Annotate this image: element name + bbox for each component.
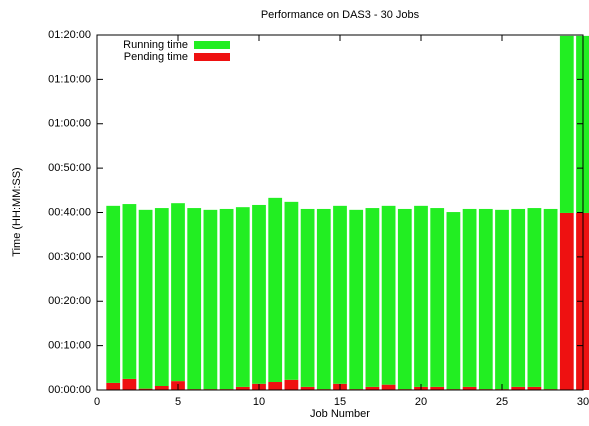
bar-segment — [300, 208, 315, 387]
bar-segment — [381, 205, 396, 385]
bar-segment — [106, 382, 121, 390]
x-tick-label: 15 — [334, 396, 346, 408]
bar-segment — [462, 386, 477, 390]
x-tick-label: 25 — [496, 396, 508, 408]
bar-segment — [527, 208, 542, 387]
bar-segment — [365, 386, 380, 390]
y-tick-label: 01:20:00 — [48, 29, 91, 41]
bar-segment — [397, 208, 412, 390]
y-tick-label: 00:00:00 — [48, 384, 91, 396]
bar-segment — [106, 205, 121, 383]
y-tick-label: 00:10:00 — [48, 340, 91, 352]
bar-segment — [414, 205, 428, 387]
y-tick-label: 00:50:00 — [48, 162, 91, 174]
bar-segment — [511, 208, 526, 387]
bar-segment — [349, 209, 364, 390]
bar-segment — [138, 209, 153, 389]
legend-swatch — [194, 53, 230, 61]
y-tick-label: 01:10:00 — [48, 73, 91, 85]
bar-segment — [365, 208, 380, 387]
bar-segment — [430, 386, 445, 390]
bar-segment — [462, 208, 477, 387]
bar-segment — [495, 209, 509, 390]
bar-segment — [511, 386, 526, 390]
bar-segment — [543, 208, 558, 390]
bar-segment — [122, 378, 137, 390]
legend-label: Pending time — [124, 51, 188, 63]
x-axis-label: Job Number — [310, 408, 370, 420]
bar-segment — [122, 204, 137, 379]
y-tick-label: 00:40:00 — [48, 206, 91, 218]
bar-segment — [235, 207, 250, 387]
bar-segment — [219, 208, 234, 390]
bar-segment — [559, 35, 574, 213]
bar-segment — [154, 386, 169, 390]
bar-segment — [316, 208, 331, 390]
y-tick-label: 00:20:00 — [48, 295, 91, 307]
bar-segment — [430, 208, 445, 387]
x-tick-label: 10 — [253, 396, 265, 408]
y-tick-label: 01:00:00 — [48, 118, 91, 130]
bar-segment — [187, 208, 202, 390]
plot-frame — [96, 34, 584, 391]
x-tick-label: 5 — [175, 396, 181, 408]
bar-segment — [478, 208, 493, 390]
bar-segment — [268, 382, 283, 390]
bar-segment — [154, 208, 169, 387]
bar-segment — [300, 386, 315, 390]
bar-segment — [284, 201, 299, 380]
x-tick-label: 30 — [577, 396, 589, 408]
chart-title: Performance on DAS3 - 30 Jobs — [261, 9, 420, 21]
bar-segment — [235, 386, 250, 390]
bar-segment — [559, 212, 574, 390]
bar-segment — [268, 197, 283, 383]
bar-segment — [446, 212, 461, 390]
bar-segment — [138, 388, 153, 390]
bar-segment — [527, 386, 542, 390]
bar-segment — [252, 204, 266, 384]
x-tick-label: 20 — [415, 396, 427, 408]
bar-segment — [203, 209, 218, 390]
bar-segment — [284, 379, 299, 390]
bar-segment — [171, 203, 185, 382]
bar-segment — [381, 384, 396, 390]
x-tick-label: 0 — [94, 396, 100, 408]
legend-swatch — [194, 41, 230, 49]
bar-segment — [333, 205, 347, 384]
y-tick-label: 00:30:00 — [48, 251, 91, 263]
y-axis-label: Time (HH:MM:SS) — [11, 167, 23, 256]
legend-label: Running time — [123, 39, 188, 51]
